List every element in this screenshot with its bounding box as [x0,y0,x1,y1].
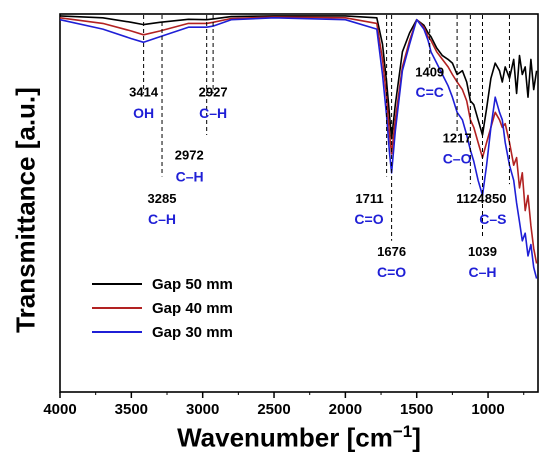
peak-number-1039: 1039 [468,244,497,259]
x-tick-label-3000: 3000 [186,401,219,418]
x-tick-label-2500: 2500 [257,401,290,418]
series-line-2 [59,16,538,264]
x-tick-label-2000: 2000 [329,401,362,418]
peak-group-1409: C=C [415,84,443,100]
peak-number-2927: 2927 [199,84,228,99]
legend-label-3: Gap 30 mm [152,324,233,341]
x-axis-label: Wavenumber [cm−1] [60,422,538,454]
peak-group-1217: C–O [443,150,472,166]
annotation-layer: 3414 OH 3285 C–H 2972 C–H 2927 C–H 1711 C=O 1676 C=… [129,15,510,280]
x-axis-label-sup: −1 [392,422,413,441]
peak-number-1409: 1409 [415,64,444,79]
peak-number-850: 850 [485,191,507,206]
peak-group-1711: C=O [354,211,383,227]
x-tick-label-3500: 3500 [115,401,148,418]
legend-label-1: Gap 50 mm [152,276,233,293]
series-line-1 [59,15,538,140]
x-axis-label-end: ] [412,422,421,453]
series-layer [59,15,538,279]
plot-area [59,13,539,393]
x-axis-label-base: Wavenumber [cm [177,422,393,453]
peak-number-1711: 1711 [355,191,383,206]
peak-group-1676: C=O [377,264,406,280]
legend-label-2: Gap 40 mm [152,300,233,317]
peak-number-1676: 1676 [377,244,406,259]
x-tick-label-1500: 1500 [400,401,433,418]
peak-group-2927: C–H [199,105,227,121]
peak-group-1039: C–H [468,264,496,280]
peak-group-850: C–S [479,211,506,227]
series-line-3 [59,16,538,279]
x-tick-label-4000: 4000 [43,401,76,418]
peak-number-1124: 1124 [456,191,485,206]
x-tick-label-1000: 1000 [471,401,504,418]
peak-number-3414: 3414 [129,84,159,99]
peak-number-2972: 2972 [175,148,204,163]
y-axis-label-box: Transmittance [a.u.] [6,60,46,360]
peak-group-3414: OH [133,105,154,121]
y-axis-label: Transmittance [a.u.] [10,87,41,333]
x-axis: 4000 3500 3000 2500 2000 1500 1000 [43,392,525,418]
peak-number-1217: 1217 [443,131,472,146]
peak-number-3285: 3285 [148,191,177,206]
plot-frame [59,13,539,393]
peak-group-3285: C–H [148,211,176,227]
legend: Gap 50 mm Gap 40 mm Gap 30 mm [92,276,233,341]
peak-group-2972: C–H [176,168,204,184]
